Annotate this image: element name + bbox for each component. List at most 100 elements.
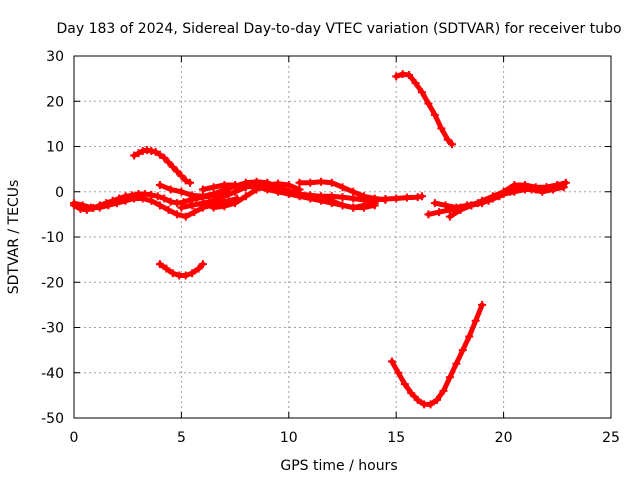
- data-point: [181, 271, 190, 280]
- data-point: [188, 201, 197, 210]
- x-tick-label: 20: [495, 430, 513, 446]
- data-point: [130, 194, 139, 203]
- data-point: [338, 193, 347, 202]
- data-point: [306, 194, 315, 203]
- series-track-11: [387, 300, 487, 409]
- chart-title: Day 183 of 2024, Sidereal Day-to-day VTE…: [56, 21, 621, 37]
- x-tick-label: 15: [387, 430, 405, 446]
- data-point: [430, 110, 439, 119]
- data-point: [542, 183, 551, 192]
- data-point: [465, 332, 474, 341]
- data-point: [400, 380, 409, 389]
- data-point: [209, 183, 218, 192]
- y-tick-label: 30: [46, 49, 64, 65]
- data-point: [295, 178, 304, 187]
- data-point: [209, 190, 218, 199]
- data-point: [284, 180, 293, 189]
- data-point: [394, 368, 403, 377]
- data-point: [349, 187, 358, 196]
- data-point: [443, 135, 452, 144]
- data-point: [407, 389, 416, 398]
- data-point: [430, 199, 439, 208]
- data-point: [471, 316, 480, 325]
- y-tick-label: -30: [41, 321, 64, 337]
- y-tick-label: 10: [46, 140, 64, 156]
- data-point: [458, 346, 467, 355]
- data-point: [424, 210, 433, 219]
- y-tick-label: -10: [41, 230, 64, 246]
- data-point: [349, 203, 358, 212]
- data-point: [405, 71, 414, 80]
- grid-lines: [74, 56, 611, 418]
- data-point: [188, 191, 197, 200]
- data-point: [387, 357, 396, 366]
- data-point: [521, 180, 530, 189]
- data-point: [87, 203, 96, 212]
- data-point: [153, 192, 162, 201]
- data-point: [112, 199, 121, 208]
- data-point: [284, 190, 293, 199]
- data-point: [439, 386, 448, 395]
- data-point: [198, 192, 207, 201]
- data-point: [181, 212, 190, 221]
- data-point: [209, 196, 218, 205]
- data-point: [151, 147, 160, 156]
- data-point: [198, 260, 207, 269]
- data-point: [231, 199, 240, 208]
- data-point: [95, 203, 104, 212]
- x-tick-label: 5: [177, 430, 186, 446]
- series-track-8: [295, 177, 390, 204]
- data-point: [188, 269, 197, 278]
- data-point: [220, 202, 229, 211]
- data-point: [164, 205, 173, 214]
- data-point: [295, 185, 304, 194]
- data-point: [121, 196, 130, 205]
- data-point: [381, 195, 390, 204]
- data-point: [359, 201, 368, 210]
- x-tick-label: 10: [280, 430, 298, 446]
- data-point: [164, 158, 173, 167]
- data-point: [402, 193, 411, 202]
- data-point: [441, 201, 450, 210]
- data-point: [392, 194, 401, 203]
- data-point: [499, 187, 508, 196]
- data-point: [445, 373, 454, 382]
- data-point: [162, 264, 171, 273]
- series-track-10: [392, 70, 457, 149]
- data-point: [452, 359, 461, 368]
- data-points: [70, 70, 570, 409]
- data-point: [130, 151, 139, 160]
- data-point: [168, 269, 177, 278]
- data-point: [433, 395, 442, 404]
- data-point: [553, 180, 562, 189]
- x-tick-label: 25: [602, 430, 620, 446]
- data-point: [220, 180, 229, 189]
- x-axis-label: GPS time / hours: [280, 458, 397, 474]
- series-track-7: [209, 179, 304, 212]
- y-tick-label: -20: [41, 275, 64, 291]
- data-point: [231, 187, 240, 196]
- data-point: [198, 199, 207, 208]
- data-point: [317, 196, 326, 205]
- data-point: [181, 176, 190, 185]
- data-point: [138, 194, 147, 203]
- data-point: [241, 182, 250, 191]
- series-track-14: [445, 180, 562, 221]
- data-point: [78, 201, 87, 210]
- data-point: [370, 194, 379, 203]
- y-tick-label: -40: [41, 366, 64, 382]
- data-point: [147, 196, 156, 205]
- data-point: [274, 187, 283, 196]
- series-line: [389, 302, 485, 407]
- data-point: [134, 149, 143, 158]
- y-tick-label: -50: [41, 411, 64, 427]
- data-point: [417, 88, 426, 97]
- data-point: [327, 178, 336, 187]
- x-tick-label: 0: [70, 430, 79, 446]
- data-point: [448, 140, 457, 149]
- data-point: [166, 197, 175, 206]
- series-track-6: [198, 180, 379, 212]
- data-point: [411, 79, 420, 88]
- data-point: [155, 201, 164, 210]
